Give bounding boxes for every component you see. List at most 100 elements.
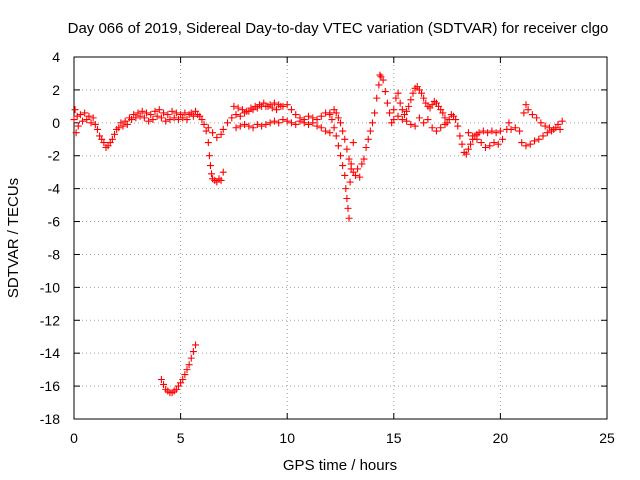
data-point xyxy=(398,106,406,114)
data-point xyxy=(206,162,214,170)
data-point xyxy=(326,109,334,117)
data-point xyxy=(204,139,212,147)
data-point xyxy=(200,120,208,128)
data-point xyxy=(486,142,494,150)
data-point xyxy=(232,124,240,132)
data-point xyxy=(149,116,157,124)
data-point xyxy=(179,114,187,122)
data-point xyxy=(217,176,225,184)
data-points xyxy=(70,71,566,397)
data-point xyxy=(481,144,489,151)
data-point xyxy=(539,132,547,140)
data-point xyxy=(151,107,159,115)
y-tick-label: -10 xyxy=(40,279,60,295)
data-point xyxy=(332,132,340,140)
data-point xyxy=(283,101,291,109)
data-point xyxy=(462,150,470,158)
data-point xyxy=(375,81,383,89)
data-point xyxy=(287,106,295,114)
data-point xyxy=(477,139,485,147)
data-point xyxy=(305,120,313,128)
data-point xyxy=(108,135,116,143)
data-point xyxy=(511,124,519,132)
data-point xyxy=(309,119,317,127)
data-point xyxy=(266,119,274,127)
data-point xyxy=(164,111,172,119)
data-point xyxy=(394,112,402,120)
data-point xyxy=(230,102,238,110)
plot-frame xyxy=(73,56,608,420)
data-point xyxy=(317,112,325,120)
data-point xyxy=(76,111,84,119)
data-point xyxy=(270,99,278,107)
data-point xyxy=(516,127,524,135)
data-point xyxy=(390,106,398,114)
data-point xyxy=(123,120,131,128)
data-point xyxy=(403,107,411,115)
data-point xyxy=(507,125,515,133)
data-point xyxy=(236,112,244,120)
x-tick-label: 20 xyxy=(493,430,509,446)
data-point xyxy=(219,125,227,133)
data-point xyxy=(273,106,281,114)
data-point xyxy=(345,214,353,222)
data-point xyxy=(328,116,336,124)
data-point xyxy=(85,112,93,120)
data-point xyxy=(138,107,146,115)
data-point xyxy=(379,76,387,84)
data-point xyxy=(81,109,89,117)
data-point xyxy=(341,171,349,179)
data-point xyxy=(305,112,313,120)
data-point xyxy=(346,178,354,186)
data-point xyxy=(524,106,532,114)
data-point xyxy=(332,109,340,117)
data-point xyxy=(432,127,440,135)
data-point xyxy=(505,119,513,127)
data-point xyxy=(339,127,347,135)
data-point xyxy=(349,139,357,147)
data-point xyxy=(181,371,189,379)
y-tick-label: -18 xyxy=(40,411,60,427)
data-point xyxy=(79,117,87,125)
data-point xyxy=(339,162,347,170)
data-point xyxy=(354,165,362,173)
data-point xyxy=(360,155,368,163)
data-point xyxy=(232,111,240,119)
x-tick-label: 25 xyxy=(599,430,615,446)
data-point xyxy=(390,116,398,124)
data-point xyxy=(168,107,176,115)
data-point xyxy=(287,119,295,127)
y-tick-label: -8 xyxy=(48,246,61,262)
data-point xyxy=(275,119,283,127)
data-point xyxy=(398,116,406,124)
data-point xyxy=(205,152,213,160)
data-point xyxy=(187,354,195,362)
data-point xyxy=(484,129,492,137)
data-point xyxy=(535,135,543,143)
data-point xyxy=(185,361,193,369)
data-point xyxy=(258,122,266,130)
data-point xyxy=(479,127,487,135)
data-point xyxy=(409,89,417,97)
data-point xyxy=(157,114,165,122)
data-point xyxy=(292,120,300,128)
data-point xyxy=(407,120,415,128)
data-point xyxy=(111,130,119,138)
data-point xyxy=(533,114,541,122)
data-point xyxy=(174,116,182,124)
data-point xyxy=(396,99,404,107)
data-point xyxy=(132,114,140,122)
data-point xyxy=(147,111,155,119)
data-point xyxy=(366,127,374,135)
data-point xyxy=(420,94,428,102)
data-point xyxy=(439,109,447,117)
data-point xyxy=(403,117,411,125)
data-point xyxy=(490,139,498,147)
data-point xyxy=(556,125,564,133)
data-point xyxy=(341,135,349,143)
data-point xyxy=(140,114,148,122)
data-point xyxy=(343,145,351,153)
data-point xyxy=(136,112,144,120)
data-point xyxy=(445,116,453,124)
data-point xyxy=(296,117,304,125)
